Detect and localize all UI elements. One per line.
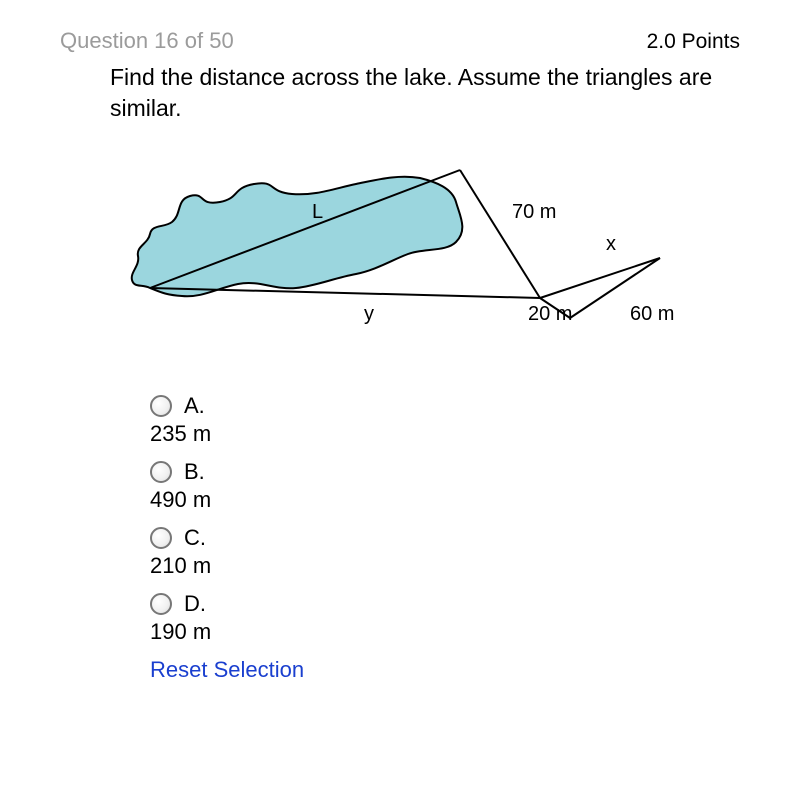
label-60m: 60 m	[630, 303, 674, 325]
lake-shape	[132, 177, 463, 297]
radio-a[interactable]	[150, 395, 172, 417]
radio-b[interactable]	[150, 461, 172, 483]
option-letter: A.	[184, 393, 205, 419]
question-number: Question 16 of 50	[60, 28, 234, 54]
radio-d[interactable]	[150, 593, 172, 615]
reset-selection-link[interactable]: Reset Selection	[150, 657, 760, 683]
option-text: 235 m	[150, 421, 760, 447]
line-70m	[460, 170, 540, 298]
radio-c[interactable]	[150, 527, 172, 549]
label-20m: 20 m	[528, 303, 572, 325]
option-text: 490 m	[150, 487, 760, 513]
label-x: x	[606, 233, 616, 255]
question-page: Question 16 of 50 2.0 Points Find the di…	[0, 0, 800, 683]
line-x	[540, 258, 660, 298]
option-a: A. 235 m	[150, 393, 760, 447]
option-letter: B.	[184, 459, 205, 485]
option-b: B. 490 m	[150, 459, 760, 513]
option-d: D. 190 m	[150, 591, 760, 645]
option-letter: C.	[184, 525, 206, 551]
label-y: y	[364, 303, 374, 325]
diagram-svg: L 70 m x 60 m 20 m y	[120, 148, 680, 348]
points-label: 2.0 Points	[647, 30, 740, 54]
question-prompt: Find the distance across the lake. Assum…	[110, 62, 720, 124]
option-letter: D.	[184, 591, 206, 617]
answer-options: A. 235 m B. 490 m C. 210 m D. 190 m	[150, 393, 760, 683]
option-c: C. 210 m	[150, 525, 760, 579]
question-figure: L 70 m x 60 m 20 m y	[120, 148, 760, 353]
label-70m: 70 m	[512, 201, 556, 223]
option-text: 190 m	[150, 619, 760, 645]
option-text: 210 m	[150, 553, 760, 579]
question-header: Question 16 of 50 2.0 Points	[60, 28, 760, 54]
label-L: L	[312, 201, 323, 223]
